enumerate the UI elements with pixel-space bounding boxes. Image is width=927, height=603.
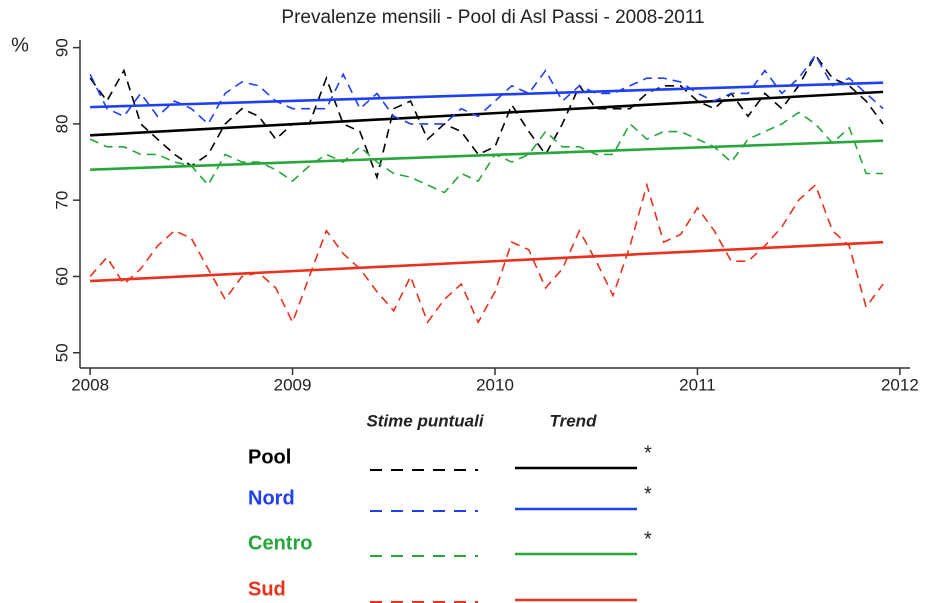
x-tick-label: 2008	[71, 375, 109, 394]
trend-line	[90, 90, 884, 137]
legend-label: Pool	[248, 446, 291, 468]
legend-label: Nord	[248, 487, 295, 509]
dashed-line	[89, 111, 884, 194]
y-tick-label: 90	[52, 38, 71, 57]
x-tick-label: 2009	[274, 375, 312, 394]
x-tick-label: 2011	[679, 375, 716, 394]
significance-mark: *	[644, 442, 652, 464]
significance-mark: *	[644, 528, 652, 550]
dashed-line	[89, 53, 884, 181]
dashed-line	[89, 53, 884, 126]
y-tick-label: 80	[52, 114, 71, 133]
chart-title: Prevalenze mensili - Pool di Asl Passi -…	[281, 7, 704, 28]
legend-label: Centro	[248, 532, 312, 554]
x-tick-label: 2012	[881, 375, 919, 394]
x-tick-label: 2010	[476, 375, 514, 394]
y-axis-label: %	[11, 34, 29, 56]
y-tick-label: 50	[52, 343, 71, 362]
trend-line	[90, 81, 884, 109]
legend-label: Sud	[248, 578, 286, 600]
y-tick-label: 70	[52, 191, 71, 210]
legend-header: Stime puntuali	[366, 411, 484, 430]
dashed-line	[89, 182, 884, 325]
significance-mark: *	[644, 483, 652, 505]
trend-line	[90, 139, 884, 171]
trend-line	[90, 240, 884, 283]
y-tick-label: 60	[52, 267, 71, 286]
legend-header: Trend	[550, 411, 598, 430]
